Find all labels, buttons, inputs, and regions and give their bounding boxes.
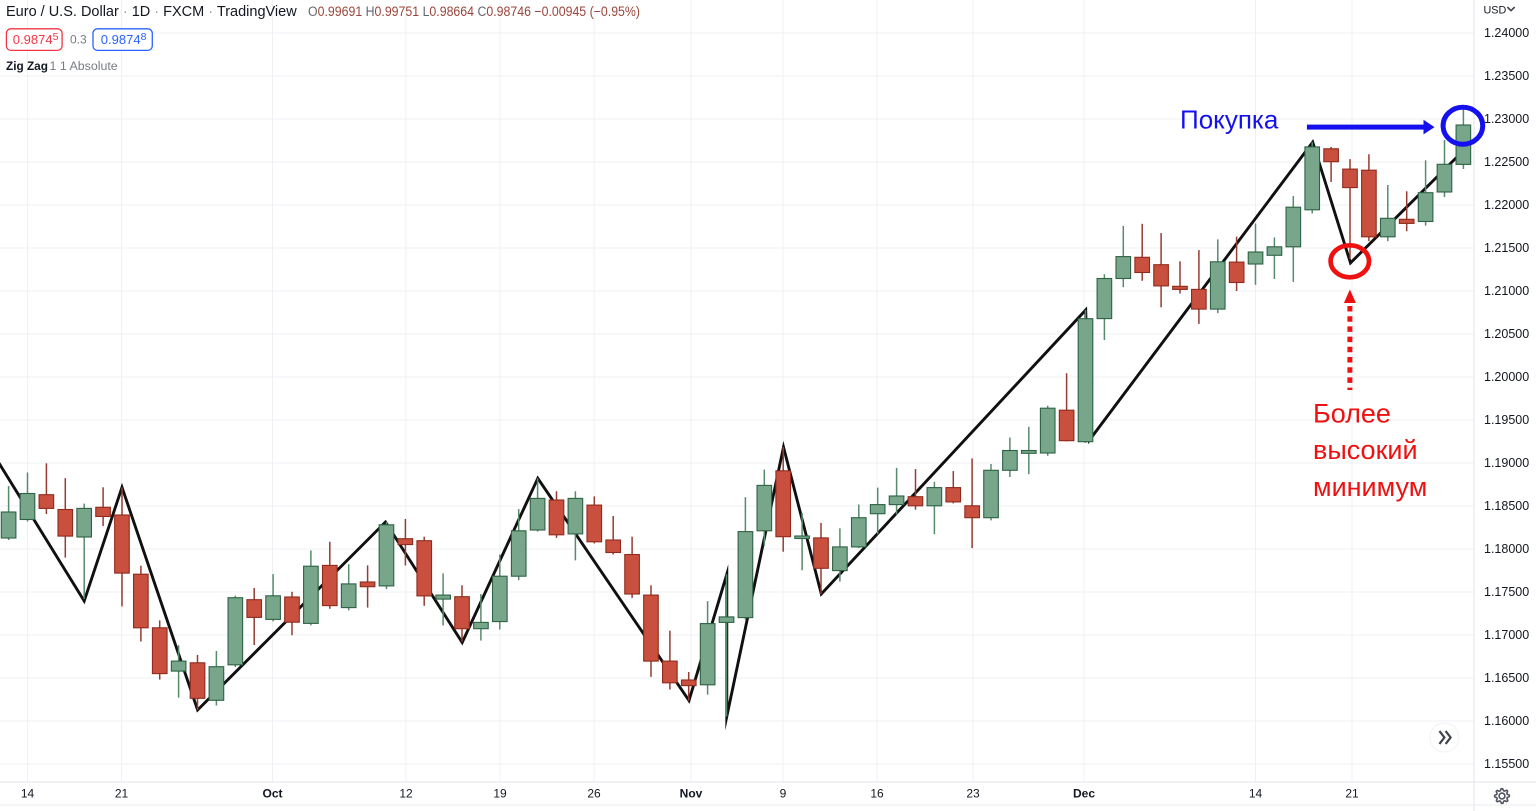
svg-text:минимум: минимум (1313, 472, 1427, 502)
svg-text:26: 26 (587, 786, 601, 800)
svg-text:21: 21 (115, 786, 129, 800)
svg-text:0.98745: 0.98745 (13, 31, 59, 47)
svg-text:1.19000: 1.19000 (1484, 456, 1529, 470)
svg-text:1.23500: 1.23500 (1484, 69, 1529, 83)
svg-text:1.19500: 1.19500 (1484, 413, 1529, 427)
svg-text:Dec: Dec (1073, 786, 1095, 800)
svg-text:14: 14 (1249, 786, 1263, 800)
svg-text:9: 9 (780, 786, 787, 800)
svg-text:0.3: 0.3 (70, 33, 87, 47)
svg-text:Покупка: Покупка (1180, 105, 1279, 135)
svg-text:23: 23 (966, 786, 980, 800)
svg-text:1.16000: 1.16000 (1484, 714, 1529, 728)
svg-text:1.20500: 1.20500 (1484, 327, 1529, 341)
svg-text:Более: Более (1313, 399, 1391, 429)
svg-text:USD: USD (1484, 5, 1507, 17)
svg-text:Oct: Oct (262, 786, 282, 800)
svg-text:21: 21 (1345, 786, 1359, 800)
svg-text:1.17500: 1.17500 (1484, 585, 1529, 599)
svg-text:1.22500: 1.22500 (1484, 155, 1529, 169)
svg-text:1.15500: 1.15500 (1484, 757, 1529, 771)
svg-text:высокий: высокий (1313, 435, 1418, 465)
svg-text:O0.99691 H0.99751 L0.98664 C0.: O0.99691 H0.99751 L0.98664 C0.98746 −0.0… (308, 4, 640, 19)
svg-text:1.18500: 1.18500 (1484, 499, 1529, 513)
svg-text:1.23000: 1.23000 (1484, 112, 1529, 126)
svg-text:1.21500: 1.21500 (1484, 241, 1529, 255)
svg-text:1.18000: 1.18000 (1484, 542, 1529, 556)
svg-text:0.98748: 0.98748 (101, 31, 147, 47)
svg-text:1.24000: 1.24000 (1484, 26, 1529, 40)
svg-text:19: 19 (493, 786, 507, 800)
svg-text:1 1 Absolute: 1 1 Absolute (50, 59, 118, 73)
svg-text:14: 14 (21, 786, 35, 800)
svg-text:16: 16 (870, 786, 884, 800)
svg-text:12: 12 (399, 786, 413, 800)
svg-text:Nov: Nov (680, 786, 703, 800)
svg-text:1.20000: 1.20000 (1484, 370, 1529, 384)
svg-text:1.22000: 1.22000 (1484, 198, 1529, 212)
svg-text:1.17000: 1.17000 (1484, 628, 1529, 642)
svg-text:Zig Zag: Zig Zag (6, 59, 48, 73)
svg-text:Euro / U.S. Dollar · 1D · FXCM: Euro / U.S. Dollar · 1D · FXCM · Trading… (6, 4, 297, 20)
svg-text:1.21000: 1.21000 (1484, 284, 1529, 298)
svg-text:1.16500: 1.16500 (1484, 671, 1529, 685)
